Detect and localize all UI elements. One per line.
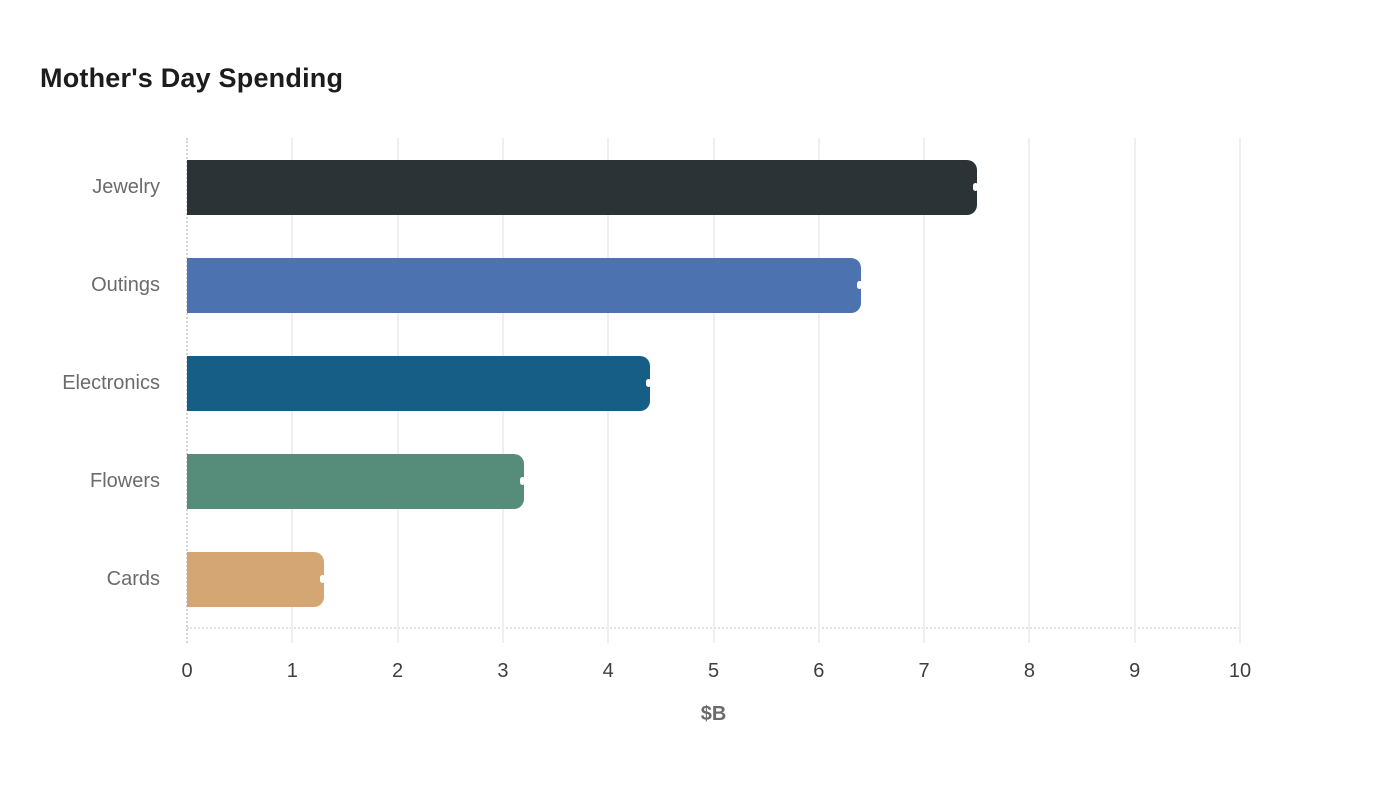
gridline — [923, 138, 926, 643]
x-tick-label: 8 — [1023, 660, 1035, 682]
x-axis-label: $B — [700, 703, 727, 725]
category-label-outings: Outings — [91, 274, 160, 296]
chart-title: Mother's Day Spending — [40, 63, 344, 93]
x-tick-label: 7 — [918, 660, 930, 682]
bar-outings — [187, 257, 861, 313]
x-tick-label: 9 — [1129, 660, 1141, 682]
bar-jewelry — [187, 159, 977, 215]
x-tick-label: 4 — [602, 660, 614, 682]
bar-flowers — [187, 453, 524, 509]
gridline — [1239, 138, 1241, 643]
x-tick-label: 6 — [813, 660, 825, 682]
category-label-cards: Cards — [106, 568, 160, 590]
x-tick-label: 10 — [1228, 660, 1252, 682]
gridline — [817, 138, 820, 643]
gridline — [1028, 138, 1031, 643]
category-label-jewelry: Jewelry — [92, 176, 160, 198]
gridline — [1133, 138, 1136, 643]
x-tick-label: 2 — [392, 660, 404, 682]
x-tick-label: 1 — [286, 660, 298, 682]
category-label-electronics: Electronics — [62, 372, 160, 394]
x-tick-label: 5 — [707, 660, 720, 682]
plot-area — [186, 138, 1241, 643]
gridline — [712, 138, 715, 643]
category-label-flowers: Flowers — [89, 470, 160, 492]
x-tick-label: 0 — [181, 660, 193, 682]
bar-cards — [187, 551, 324, 607]
bar-electronics — [187, 355, 651, 411]
x-tick-label: 3 — [497, 660, 509, 682]
